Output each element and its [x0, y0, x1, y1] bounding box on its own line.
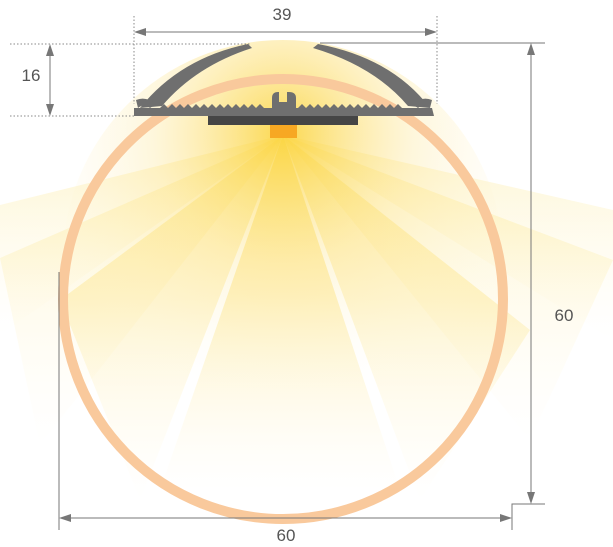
profile-base-plate [134, 104, 434, 116]
overall-height-label: 60 [555, 306, 574, 325]
dimension-overall-height: 60 [320, 42, 574, 530]
dimension-cap-height: 16 [10, 43, 250, 117]
light-glow [63, 40, 503, 480]
cap-height-label: 16 [22, 66, 41, 85]
diffuser-ring [58, 74, 508, 524]
profile-right-wing [313, 44, 430, 108]
top-width-arrow-left [134, 28, 146, 36]
dimension-top-width: 39 [133, 5, 438, 104]
cap-height-arrow-top [46, 44, 54, 56]
overall-width-arrow-left [59, 514, 71, 522]
overall-height-arrow-bottom [527, 492, 535, 504]
cap-height-arrow-bottom [46, 104, 54, 116]
top-width-arrow-right [425, 28, 437, 36]
aluminium-profile [134, 44, 434, 138]
profile-left-clip [136, 98, 156, 108]
profile-left-wing [140, 44, 252, 108]
overall-height-arrow-top [527, 43, 535, 55]
top-width-label: 39 [273, 5, 292, 24]
profile-screw-channel [272, 92, 296, 108]
led-chip [270, 125, 297, 138]
light-beams [0, 40, 613, 500]
dimension-overall-width: 60 [58, 272, 512, 545]
profile-right-clip [412, 98, 432, 108]
overall-width-arrow-right [500, 514, 512, 522]
overall-width-label: 60 [277, 526, 296, 545]
led-strip [208, 116, 358, 125]
overall-height-guide-bottom [511, 503, 545, 530]
